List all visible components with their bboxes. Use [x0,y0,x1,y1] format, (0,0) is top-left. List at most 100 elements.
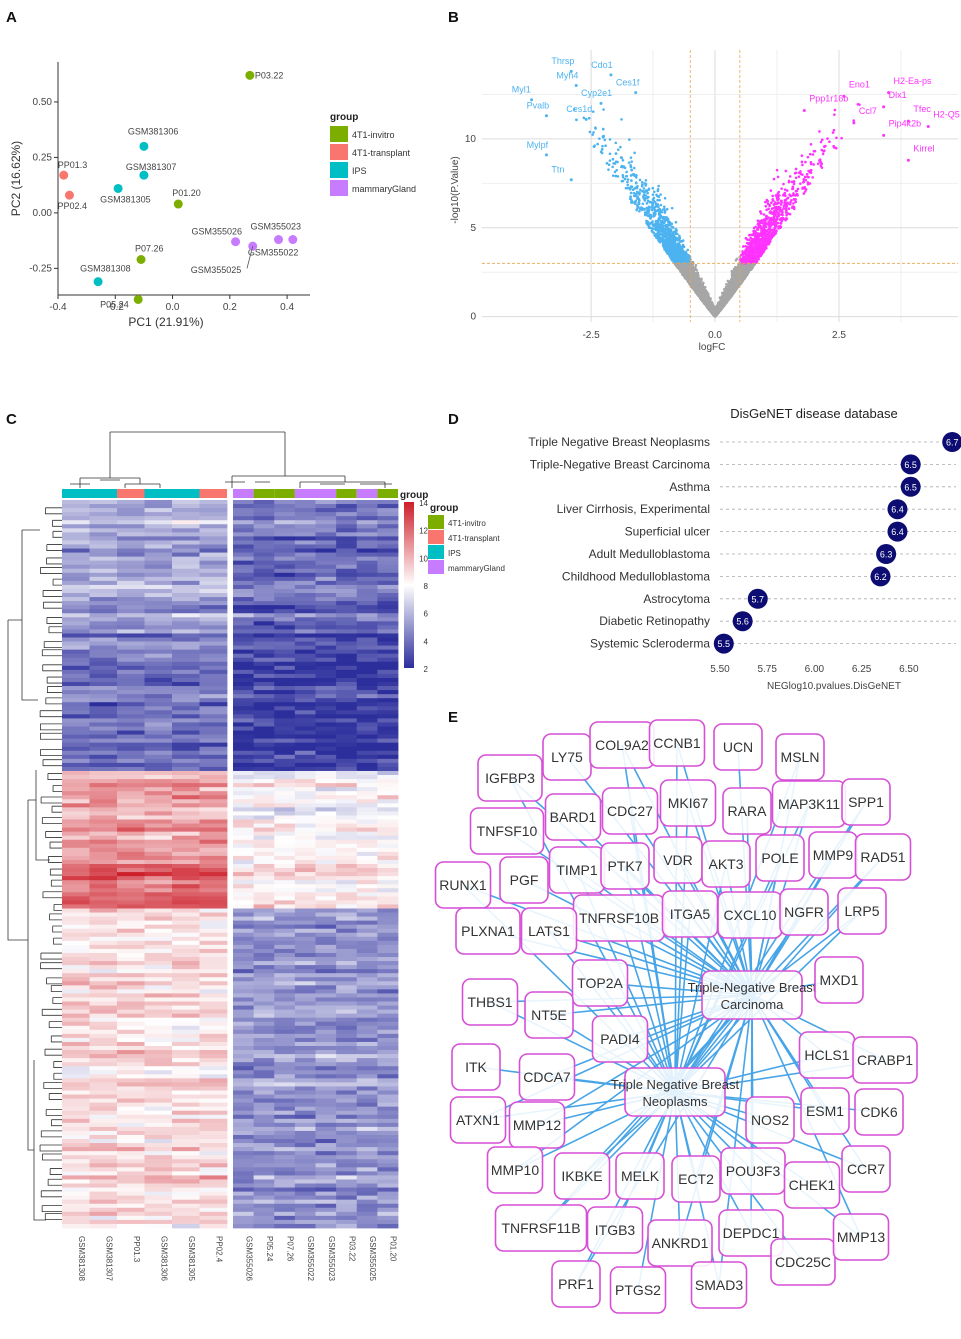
volcano-point [632,166,636,170]
volcano-point [746,245,749,249]
volcano-point [801,180,805,184]
volcano-point [647,214,650,218]
volcano-point [835,136,838,140]
x-axis-title: PC1 (21.91%) [128,315,203,329]
volcano-point [633,187,637,190]
volcano-point [637,202,641,206]
volcano-point [658,198,661,202]
pca-point-label: GSM355022 [248,248,299,258]
y-axis-title: PC2 (16.62%) [9,141,23,216]
pca-point [113,183,123,193]
volcano-point [792,182,796,186]
volcano-point [671,237,674,240]
pca-point [288,235,298,245]
volcano-point [602,108,605,111]
volcano-point [809,143,813,146]
volcano-point [651,198,655,201]
volcano-point [788,175,792,178]
volcano-point [788,202,792,206]
volcano-point [804,178,808,182]
legend-title: group [330,112,358,123]
volcano-point [661,208,665,211]
volcano-point [801,163,804,167]
volcano-point [665,207,669,211]
volcano-point [741,245,745,248]
pca-point-label: GSM355025 [191,265,242,275]
pca-point-label: PP01.3 [58,160,88,170]
volcano-point [633,151,636,155]
volcano-point [748,238,751,242]
volcano-point [686,248,690,252]
volcano-point [772,177,776,181]
volcano-point [630,168,633,171]
pca-point [274,235,283,245]
pca-point-label: PP02.4 [57,201,87,211]
volcano-point [607,163,611,167]
volcano-point [821,152,825,156]
pca-point-label: GSM381305 [100,194,151,204]
legend-swatch [330,126,348,142]
volcano-point [792,180,796,183]
volcano-point [621,174,625,177]
volcano-point [774,211,777,215]
volcano-point [635,173,638,177]
volcano-point [818,130,821,133]
volcano-point [754,229,757,233]
volcano-point [706,292,710,295]
legend-swatch [330,144,348,160]
volcano-point [626,178,630,181]
volcano-point [637,197,641,201]
volcano-point [675,257,679,260]
panel-label-e: E [448,709,458,726]
volcano-point [790,180,794,184]
volcano-point [650,208,654,212]
volcano-point [742,253,745,256]
volcano-point [769,189,773,192]
volcano-point [832,128,836,132]
label-leader-line [246,246,254,269]
volcano-point [806,175,809,179]
volcano-point [762,213,766,216]
volcano-point [614,141,618,145]
volcano-point [795,192,799,196]
x-tick-label: 0.0 [166,302,180,313]
volcano-point [777,190,781,194]
volcano-point [627,161,631,164]
pca-point [64,190,74,200]
volcano-point [599,150,603,154]
volcano-point [603,138,607,142]
x-tick-label: 0.4 [280,302,294,313]
volcano-point [626,180,629,184]
volcano-point [776,175,780,179]
pca-point-label: P01.20 [172,188,201,198]
pca-point [136,254,146,264]
volcano-point [771,194,774,198]
volcano-point [644,179,648,182]
panel-label-d: D [448,411,459,428]
pca-point [173,199,183,209]
volcano-point [635,190,639,194]
volcano-point [792,197,796,201]
volcano-point [808,152,812,156]
pca-point-label: P07.26 [135,243,164,253]
volcano-point [787,207,791,211]
pca-point [245,70,255,80]
volcano-point [643,199,647,202]
volcano-point [638,193,641,196]
volcano-point [674,220,678,224]
volcano-point [611,165,614,169]
volcano-point [852,119,855,122]
volcano-point [783,191,787,195]
volcano-point [635,186,639,190]
volcano-point [619,145,622,149]
volcano-point [788,212,792,216]
pca-point-label: GSM381306 [128,126,179,136]
volcano-point [800,154,804,158]
volcano-point [649,221,653,225]
volcano-point [654,202,658,206]
volcano-point [635,208,639,212]
volcano-point [636,204,639,208]
volcano-point [629,156,633,159]
